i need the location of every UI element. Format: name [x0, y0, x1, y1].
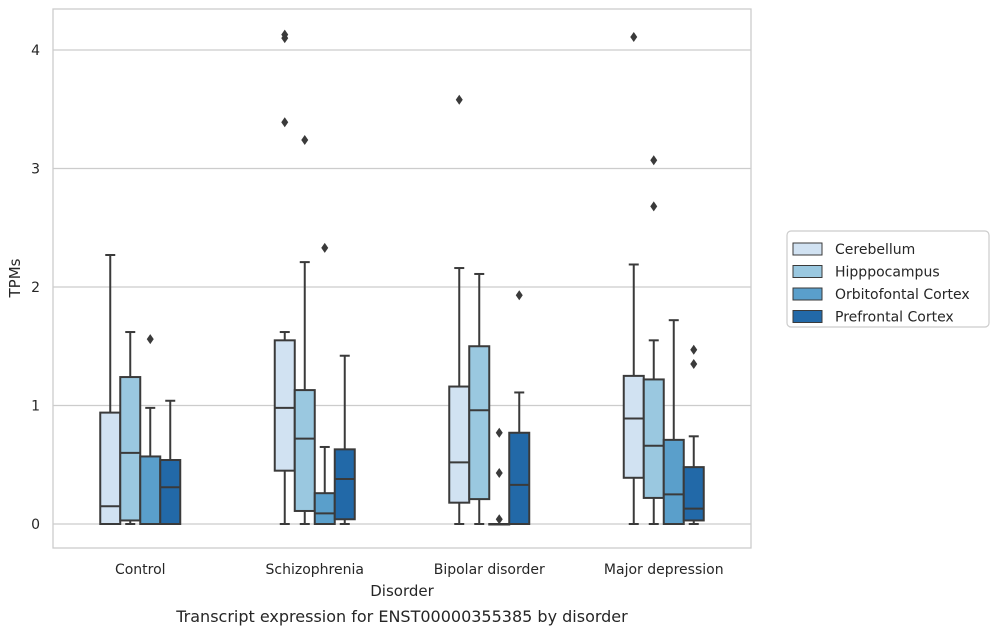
- box-iqr: [448, 385, 471, 504]
- outlier-point: [301, 135, 309, 146]
- outlier-point: [690, 344, 698, 355]
- box-iqr: [662, 438, 685, 525]
- box-iqr: [468, 345, 491, 501]
- y-tick-label: 4: [31, 43, 40, 59]
- box-iqr: [642, 378, 665, 499]
- outlier-point: [630, 31, 638, 42]
- box-hipppocampus: [642, 155, 665, 525]
- legend-swatch: [792, 265, 823, 278]
- y-axis-label: TPMs: [6, 258, 24, 298]
- legend-label: Prefrontal Cortex: [835, 310, 954, 326]
- plot-frame: [52, 8, 752, 549]
- legend-frame: [786, 230, 990, 328]
- y-tick-label: 3: [31, 162, 40, 178]
- x-tick-label: Schizophrenia: [266, 562, 364, 578]
- box-iqr: [313, 492, 336, 526]
- outlier-point: [650, 155, 658, 166]
- outlier-point: [515, 290, 523, 301]
- box-orbitofontal-cortex: [662, 319, 685, 525]
- box-prefrontal-cortex: [159, 399, 182, 526]
- box-orbitofontal-cortex: [139, 334, 162, 525]
- box-iqr: [622, 374, 645, 479]
- outlier-point: [321, 242, 329, 253]
- box-prefrontal-cortex: [682, 344, 705, 525]
- box-prefrontal-cortex: [508, 290, 531, 526]
- legend-label: Orbitofontal Cortex: [835, 287, 970, 303]
- outlier-point: [281, 117, 289, 128]
- legend-label: Hipppocampus: [835, 265, 940, 281]
- legend-label: Cerebellum: [835, 242, 915, 258]
- x-tick-label: Major depression: [604, 562, 724, 578]
- y-tick-label: 2: [31, 280, 40, 296]
- box-iqr: [293, 389, 316, 512]
- box-iqr: [273, 339, 296, 472]
- box-orbitofontal-cortex: [488, 427, 511, 526]
- legend-swatch: [792, 310, 823, 323]
- outlier-point: [281, 29, 289, 40]
- outlier-point: [495, 514, 503, 525]
- y-tick-label: 0: [31, 517, 40, 533]
- outlier-point: [146, 334, 154, 345]
- box-hipppocampus: [119, 331, 142, 525]
- box-iqr: [333, 448, 356, 521]
- x-axis-label: Disorder: [370, 582, 434, 600]
- y-tick-label: 1: [31, 399, 40, 415]
- outlier-point: [690, 359, 698, 370]
- box-iqr: [159, 459, 182, 526]
- box-hipppocampus: [468, 272, 491, 525]
- box-iqr: [682, 466, 705, 522]
- outlier-point: [650, 201, 658, 212]
- legend: Cerebellum Hipppocampus Orbitofontal Corte…: [786, 230, 990, 328]
- box-prefrontal-cortex: [333, 354, 356, 525]
- chart-caption: Transcript expression for ENST0000035538…: [175, 607, 628, 626]
- legend-swatch: [792, 287, 823, 301]
- box-iqr: [99, 411, 122, 525]
- x-axis: Control Schizophrenia Bipolar disorder Majo…: [115, 562, 724, 578]
- box-iqr: [139, 455, 162, 525]
- box-cerebellum: [99, 254, 122, 525]
- box-hipppocampus: [293, 135, 316, 525]
- box-orbitofontal-cortex: [313, 242, 336, 526]
- box-iqr: [508, 431, 531, 526]
- x-tick-label: Control: [115, 562, 166, 578]
- box-iqr: [119, 376, 142, 522]
- box-cerebellum: [622, 31, 645, 525]
- plot-area: [52, 8, 752, 549]
- legend-swatch: [792, 242, 823, 256]
- box-cerebellum: [448, 94, 471, 525]
- x-tick-label: Bipolar disorder: [434, 562, 545, 578]
- y-axis: 0 1 2 3 4: [31, 43, 40, 533]
- box-cerebellum: [273, 29, 296, 525]
- outlier-point: [455, 94, 463, 105]
- outlier-point: [495, 427, 503, 438]
- outlier-point: [495, 468, 503, 479]
